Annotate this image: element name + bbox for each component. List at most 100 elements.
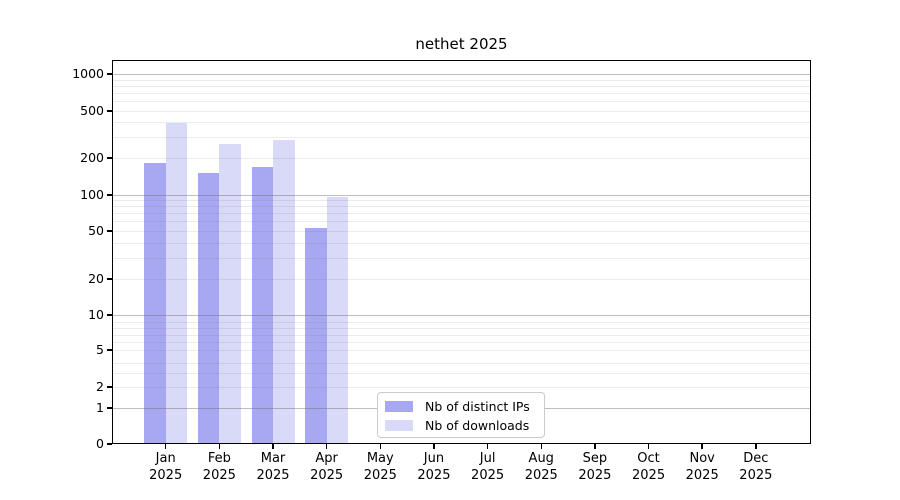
gridline <box>113 230 810 232</box>
bar-downloads <box>219 143 241 443</box>
bar-ips <box>251 167 273 443</box>
x-tick-year: 2025 <box>417 467 451 483</box>
gridline <box>113 257 810 259</box>
y-tick-label: 2 <box>96 378 104 394</box>
x-tick-month: Apr <box>315 451 338 466</box>
y-tick-label: 0 <box>96 435 104 451</box>
x-tick-month: Sep <box>582 451 608 466</box>
x-tick-label: Jul 2025 <box>456 451 520 484</box>
bar-downloads <box>326 196 349 443</box>
x-tick-year: 2025 <box>524 467 558 483</box>
y-tick-label: 5 <box>96 341 104 357</box>
x-tick-year: 2025 <box>202 467 236 483</box>
legend-swatch <box>385 401 413 412</box>
y-tick-mark <box>107 157 112 160</box>
x-tick-month: Jul <box>479 451 496 466</box>
gridline <box>113 194 810 196</box>
x-tick-year: 2025 <box>363 467 397 483</box>
y-tick-label: 50 <box>88 222 104 238</box>
legend-entry: Nb of downloads <box>378 416 544 435</box>
gridline <box>113 373 810 374</box>
y-tick-label: 20 <box>88 270 104 286</box>
x-tick-month: Feb <box>207 451 231 466</box>
y-tick-label: 1000 <box>72 66 104 82</box>
legend-swatch <box>385 420 413 431</box>
y-tick-mark <box>107 109 112 112</box>
x-tick-mark <box>540 444 542 449</box>
legend-label: Nb of downloads <box>425 418 530 433</box>
bar-ips <box>144 162 166 443</box>
bar-downloads <box>273 140 295 443</box>
gridline <box>113 137 810 139</box>
x-tick-month: Mar <box>260 451 286 466</box>
y-tick-mark <box>107 407 112 409</box>
gridline <box>113 93 810 95</box>
gridline <box>113 110 810 112</box>
x-tick-month: Nov <box>689 451 715 466</box>
x-tick-mark <box>755 444 757 449</box>
gridline <box>113 86 810 88</box>
x-tick-year: 2025 <box>578 467 612 483</box>
x-tick-year: 2025 <box>471 467 505 483</box>
y-tick-mark <box>107 314 112 316</box>
gridline <box>113 341 810 343</box>
gridline <box>113 315 810 316</box>
gridline <box>113 221 810 223</box>
x-tick-label: Dec 2025 <box>724 451 788 484</box>
x-tick-year: 2025 <box>739 467 773 483</box>
x-tick-month: Jan <box>155 451 176 466</box>
y-tick-label: 500 <box>80 102 104 118</box>
gridline <box>113 278 810 280</box>
gridline <box>113 321 810 323</box>
y-tick-label: 200 <box>80 150 104 166</box>
y-tick-mark <box>107 348 112 351</box>
x-tick-label: Nov 2025 <box>670 451 734 484</box>
x-tick-month: Jun <box>423 451 445 466</box>
x-tick-year: 2025 <box>149 467 183 483</box>
x-tick-label: Mar 2025 <box>241 451 305 484</box>
x-tick-mark <box>272 444 274 449</box>
y-tick-mark <box>107 277 112 280</box>
x-tick-label: Aug 2025 <box>509 451 573 484</box>
y-tick-label: 1 <box>96 400 104 415</box>
legend-label: Nb of distinct IPs <box>425 399 530 414</box>
x-tick-mark <box>486 444 489 449</box>
gridline <box>113 334 810 336</box>
x-tick-month: Dec <box>743 451 769 466</box>
x-tick-year: 2025 <box>632 467 666 483</box>
x-tick-month: Oct <box>637 451 660 466</box>
gridline <box>113 74 810 76</box>
bar-downloads <box>165 123 188 443</box>
y-tick-mark <box>107 193 112 196</box>
x-tick-label: Jun 2025 <box>402 451 466 484</box>
legend-entry: Nb of distinct IPs <box>378 397 544 416</box>
x-tick-mark <box>164 444 167 449</box>
y-tick-label: 10 <box>88 307 104 322</box>
gridline <box>113 158 810 160</box>
x-tick-label: Sep 2025 <box>563 451 627 484</box>
gridline <box>113 206 810 208</box>
gridline <box>113 213 810 215</box>
x-tick-mark <box>325 444 328 449</box>
y-tick-label: 100 <box>80 186 104 202</box>
x-tick-mark <box>701 444 703 449</box>
gridline <box>113 386 810 388</box>
x-tick-mark <box>433 444 435 449</box>
x-tick-month: Aug <box>528 451 554 466</box>
gridline <box>113 200 810 202</box>
gridline <box>113 362 810 364</box>
bar-ips <box>305 228 327 443</box>
y-tick-mark <box>107 73 112 76</box>
x-tick-year: 2025 <box>310 467 344 483</box>
gridline <box>113 328 810 329</box>
gridline <box>113 101 810 103</box>
gridline <box>113 349 810 351</box>
gridline <box>113 242 810 244</box>
x-tick-label: Apr 2025 <box>295 451 359 484</box>
x-tick-label: Oct 2025 <box>617 451 681 484</box>
x-tick-mark <box>647 444 650 449</box>
x-tick-year: 2025 <box>685 467 719 483</box>
x-tick-mark <box>218 444 221 449</box>
legend: Nb of distinct IPs Nb of downloads <box>377 392 545 438</box>
